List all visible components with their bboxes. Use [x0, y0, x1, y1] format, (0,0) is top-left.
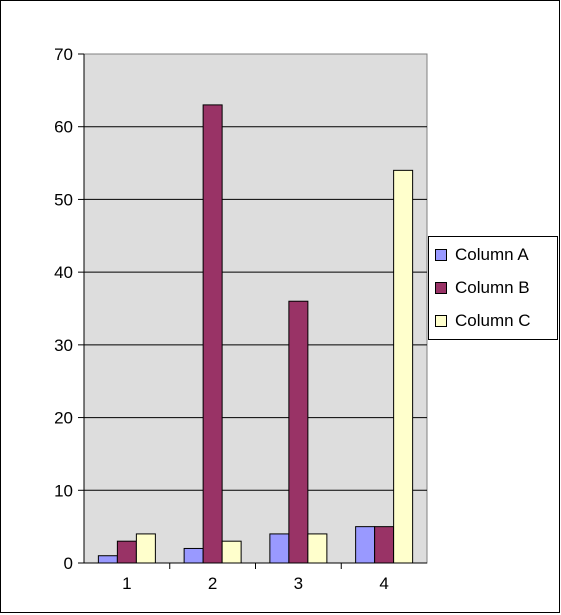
legend-item-column-c: Column C — [435, 310, 531, 332]
y-tick-label-10: 10 — [54, 481, 73, 500]
legend-swatch-column-a — [435, 249, 447, 261]
x-tick-label-1: 1 — [122, 574, 131, 593]
bar-column-b-cat-3 — [288, 300, 309, 564]
y-tick-label-40: 40 — [54, 263, 73, 282]
legend-label-column-c: Column C — [455, 311, 531, 330]
plot-area — [83, 53, 428, 564]
legend-item-column-a: Column A — [435, 244, 529, 266]
y-tick-label-50: 50 — [54, 190, 73, 209]
y-tick-label-60: 60 — [54, 118, 73, 137]
bars — [97, 104, 414, 564]
bar-column-a-cat-2 — [183, 547, 204, 564]
legend-label-column-a: Column A — [455, 245, 529, 264]
bar-column-c-cat-2 — [221, 540, 242, 564]
axes — [78, 53, 427, 569]
x-tick-label-2: 2 — [208, 574, 217, 593]
legend-swatch-column-c — [435, 315, 447, 327]
x-tick-labels: 1 2 3 4 — [122, 574, 389, 593]
bar-column-c-cat-1 — [135, 533, 156, 564]
gridlines — [84, 126, 427, 491]
legend-swatch-column-b — [435, 282, 447, 294]
y-tick-label-30: 30 — [54, 336, 73, 355]
bar-column-b-cat-4 — [374, 526, 395, 564]
legend-label-column-b: Column B — [455, 278, 530, 297]
legend-item-column-b: Column B — [435, 277, 530, 299]
x-tick-label-4: 4 — [379, 574, 388, 593]
bar-column-a-cat-1 — [97, 555, 118, 564]
y-tick-label-70: 70 — [54, 45, 73, 64]
x-tick-label-3: 3 — [294, 574, 303, 593]
bar-column-b-cat-1 — [116, 540, 137, 564]
bar-column-c-cat-4 — [393, 169, 414, 564]
bar-column-c-cat-3 — [307, 533, 328, 564]
bar-column-a-cat-4 — [355, 526, 376, 564]
y-tick-label-20: 20 — [54, 409, 73, 428]
legend: Column A Column B Column C — [428, 236, 558, 340]
y-tick-label-0: 0 — [64, 554, 73, 573]
bar-column-b-cat-2 — [202, 104, 223, 564]
y-tick-labels: 0 10 20 30 40 50 60 70 — [54, 45, 73, 573]
bar-column-a-cat-3 — [269, 533, 290, 564]
